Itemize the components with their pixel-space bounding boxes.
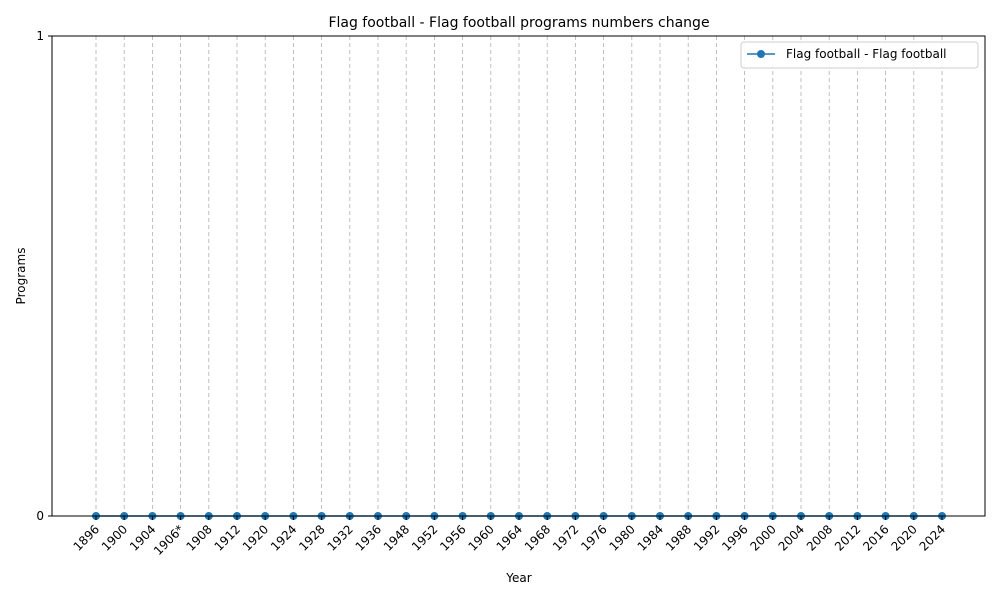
x-tick-label: 1912 [212,522,243,553]
x-tick-label: 1932 [324,522,355,553]
legend-box [740,41,979,69]
x-tick-label: 2012 [832,522,863,553]
x-tick-label: 1952 [409,522,440,553]
y-tick-label: 0 [36,509,44,523]
x-tick-label: 2000 [747,522,778,553]
x-tick-label: 1964 [494,522,525,553]
legend-entry-label: Flag football - Flag football [786,47,947,61]
x-tick-label: 1896 [71,522,102,553]
x-tick-label: 1984 [635,522,666,553]
x-axis-label: Year [505,571,531,585]
x-tick-label: 1936 [353,522,384,553]
x-tick-label: 1972 [550,522,581,553]
x-tick-label: 1908 [183,522,214,553]
x-tick-label: 1906* [151,522,187,558]
chart-title: Flag football - Flag football programs n… [328,15,709,31]
x-tick-label: 2016 [860,522,891,553]
grid-lines [95,36,943,516]
legend: Flag football - Flag football [740,41,979,69]
y-axis: 01 [36,29,52,523]
x-tick-label: 2020 [888,522,919,553]
y-axis-label: Programs [14,248,28,305]
y-tick-label: 1 [36,29,44,43]
x-tick-label: 1928 [296,522,327,553]
x-tick-label: 1960 [465,522,496,553]
x-tick-label: 1976 [578,522,609,553]
x-tick-label: 1988 [663,522,694,553]
x-tick-label: 1968 [522,522,553,553]
x-tick-label: 2004 [776,522,807,553]
x-tick-label: 1924 [268,522,299,553]
x-tick-label: 1920 [240,522,271,553]
x-tick-label: 1948 [381,522,412,553]
x-tick-label: 2008 [804,522,835,553]
x-tick-label: 1980 [606,522,637,553]
x-tick-label: 1956 [437,522,468,553]
x-tick-label: 2024 [917,522,948,553]
x-tick-label: 1992 [691,522,722,553]
x-axis: 1896190019041906*19081912192019241928193… [71,516,948,558]
x-tick-label: 1996 [719,522,750,553]
x-tick-label: 1900 [99,522,130,553]
legend-marker-swatch [757,50,765,58]
plot-area-frame [51,35,986,517]
